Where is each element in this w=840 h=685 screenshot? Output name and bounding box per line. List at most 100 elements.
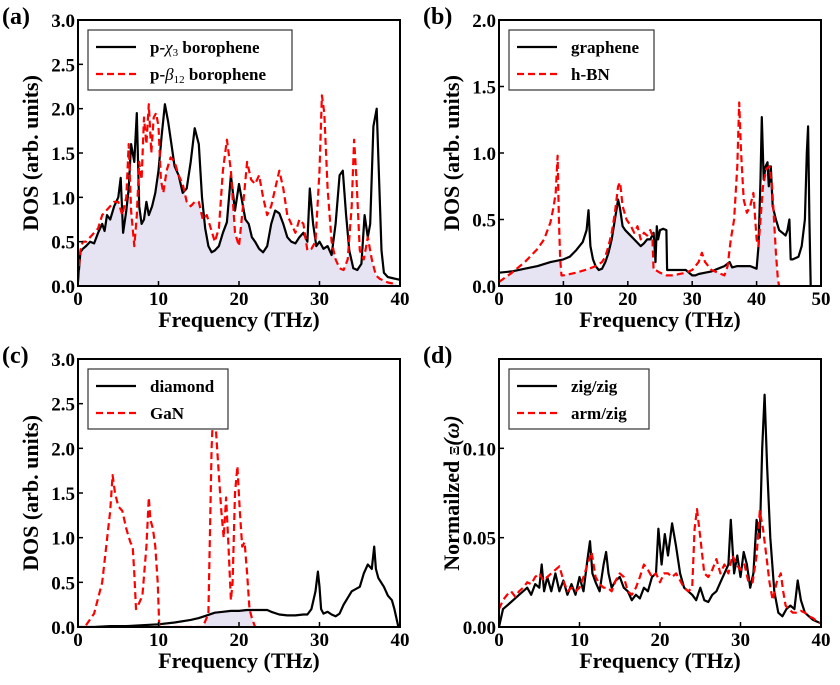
x-axis-title: Frequency (THz) bbox=[579, 648, 741, 673]
x-tick-label: 20 bbox=[230, 289, 249, 310]
legend-label-main: arm/zig bbox=[571, 404, 627, 423]
x-tick-label: 0 bbox=[494, 630, 504, 651]
legend-label: diamond bbox=[150, 377, 215, 396]
legend-label-main: p- bbox=[150, 38, 165, 57]
y-tick-label: 0.00 bbox=[463, 618, 496, 639]
x-tick-label: 30 bbox=[310, 289, 329, 310]
legend-label-tail: borophene bbox=[185, 65, 267, 84]
x-tick-label: 20 bbox=[651, 630, 670, 651]
y-axis-title: Normailzed Ξ(ω) bbox=[439, 415, 464, 571]
y-tick-label: 0.5 bbox=[51, 233, 75, 254]
y-tick-label: 0.05 bbox=[463, 529, 496, 550]
y-tick-label: 0.10 bbox=[463, 439, 496, 460]
x-tick-label: 30 bbox=[731, 630, 750, 651]
overlap-fill-area bbox=[78, 157, 400, 286]
legend-box bbox=[508, 29, 655, 91]
series-line-h-bn bbox=[499, 101, 781, 286]
panel-label: (b) bbox=[423, 4, 452, 30]
chart-panel-a: 0 10 20 30 40 0.0 0.5 1.0 1.5 2.0 2.5 3.0 Frequency … bbox=[2, 4, 410, 332]
legend-label-subscript: 3 bbox=[173, 47, 179, 59]
legend-label-main: zig/zig bbox=[571, 377, 618, 396]
y-axis-title: DOS (arb. units) bbox=[18, 415, 43, 571]
legend-label-main: p- bbox=[150, 65, 165, 84]
y-tick-label: 0.5 bbox=[51, 573, 75, 594]
x-tick-label: 0 bbox=[73, 630, 83, 651]
x-tick-label: 10 bbox=[149, 289, 168, 310]
legend-label-main: graphene bbox=[571, 38, 639, 57]
legend-label-main: diamond bbox=[150, 377, 215, 396]
y-tick-label: 0.0 bbox=[472, 277, 496, 298]
x-tick-label: 10 bbox=[554, 289, 573, 310]
series-line-p-12-borophene bbox=[78, 94, 396, 285]
legend: diamond GaN bbox=[87, 368, 229, 430]
y-tick-label: 1.0 bbox=[51, 188, 75, 209]
x-tick-label: 20 bbox=[230, 630, 249, 651]
series-line-gan bbox=[85, 389, 257, 627]
legend: zig/zig arm/zig bbox=[508, 368, 650, 430]
x-tick-label: 40 bbox=[391, 630, 410, 651]
y-tick-label: 1.0 bbox=[51, 529, 75, 550]
x-axis-title: Frequency (THz) bbox=[158, 307, 320, 332]
legend-label: GaN bbox=[150, 404, 185, 423]
x-tick-label: 10 bbox=[149, 630, 168, 651]
y-tick-label: 3.0 bbox=[51, 11, 75, 32]
legend-label: p-β12 borophene bbox=[150, 65, 266, 86]
y-axis-title-tail: (ω) bbox=[439, 415, 464, 446]
series-line-diamond bbox=[78, 545, 400, 627]
y-tick-label: 2.0 bbox=[51, 100, 75, 121]
panel-label: (c) bbox=[2, 343, 29, 369]
x-tick-label: 10 bbox=[570, 630, 589, 651]
y-tick-label: 2.5 bbox=[51, 395, 75, 416]
legend-box bbox=[87, 368, 229, 430]
panel-label: (a) bbox=[2, 4, 30, 30]
legend-label-main: GaN bbox=[150, 404, 185, 423]
chart-panel-c: 0 10 20 30 40 0.0 0.5 1.0 1.5 2.0 2.5 3.0 Frequency … bbox=[2, 343, 410, 673]
series-line-zig-zig bbox=[499, 393, 821, 627]
y-tick-label: 2.5 bbox=[51, 55, 75, 76]
y-tick-label: 1.5 bbox=[51, 144, 75, 165]
legend: graphene h-BN bbox=[508, 29, 655, 91]
x-tick-label: 50 bbox=[812, 289, 831, 310]
legend-label-main: h-BN bbox=[571, 65, 610, 84]
overlap-fill-area bbox=[78, 610, 399, 627]
x-tick-label: 30 bbox=[310, 630, 329, 651]
y-tick-label: 0.5 bbox=[472, 211, 496, 232]
y-axis-title: DOS (arb. units) bbox=[439, 75, 464, 231]
y-tick-label: 2.0 bbox=[472, 11, 496, 32]
y-tick-label: 3.0 bbox=[51, 350, 75, 371]
y-tick-label: 0.0 bbox=[51, 618, 75, 639]
legend-label-greek: β bbox=[164, 65, 174, 84]
legend-label-tail: borophene bbox=[178, 38, 260, 57]
legend-label-greek: χ bbox=[163, 38, 173, 57]
legend-box bbox=[508, 368, 650, 430]
x-tick-label: 0 bbox=[494, 289, 504, 310]
x-tick-label: 40 bbox=[747, 289, 766, 310]
legend-label: zig/zig bbox=[571, 377, 618, 396]
y-tick-label: 1.5 bbox=[472, 78, 496, 99]
y-axis-title-main: Normailzed bbox=[439, 455, 464, 570]
y-axis-title: DOS (arb. units) bbox=[18, 75, 43, 231]
chart-panel-b: 0 10 20 30 40 50 0.0 0.5 1.0 1.5 2.0 Frequency (THz… bbox=[423, 4, 831, 332]
x-axis-title: Frequency (THz) bbox=[579, 307, 741, 332]
x-tick-label: 40 bbox=[391, 289, 410, 310]
series-line-arm-zig bbox=[499, 508, 821, 625]
y-tick-label: 2.0 bbox=[51, 439, 75, 460]
legend-label: arm/zig bbox=[571, 404, 627, 423]
x-tick-label: 30 bbox=[683, 289, 702, 310]
legend-box bbox=[87, 29, 293, 91]
panel-label: (d) bbox=[423, 343, 452, 369]
x-axis-title: Frequency (THz) bbox=[158, 648, 320, 673]
y-tick-label: 1.5 bbox=[51, 484, 75, 505]
chart-panel-d: 0 10 20 30 40 0.00 0.05 0.10 Frequency (THz) Norm… bbox=[423, 343, 831, 673]
y-axis-title-symbol: Ξ bbox=[448, 446, 463, 455]
x-tick-label: 0 bbox=[73, 289, 83, 310]
overlap-fill-area bbox=[499, 167, 811, 286]
y-tick-label: 0.0 bbox=[51, 277, 75, 298]
legend-label: p-χ3 borophene bbox=[150, 38, 260, 59]
legend-label-subscript: 12 bbox=[174, 74, 185, 86]
x-tick-label: 20 bbox=[618, 289, 637, 310]
legend-label: h-BN bbox=[571, 65, 610, 84]
y-tick-label: 1.0 bbox=[472, 144, 496, 165]
